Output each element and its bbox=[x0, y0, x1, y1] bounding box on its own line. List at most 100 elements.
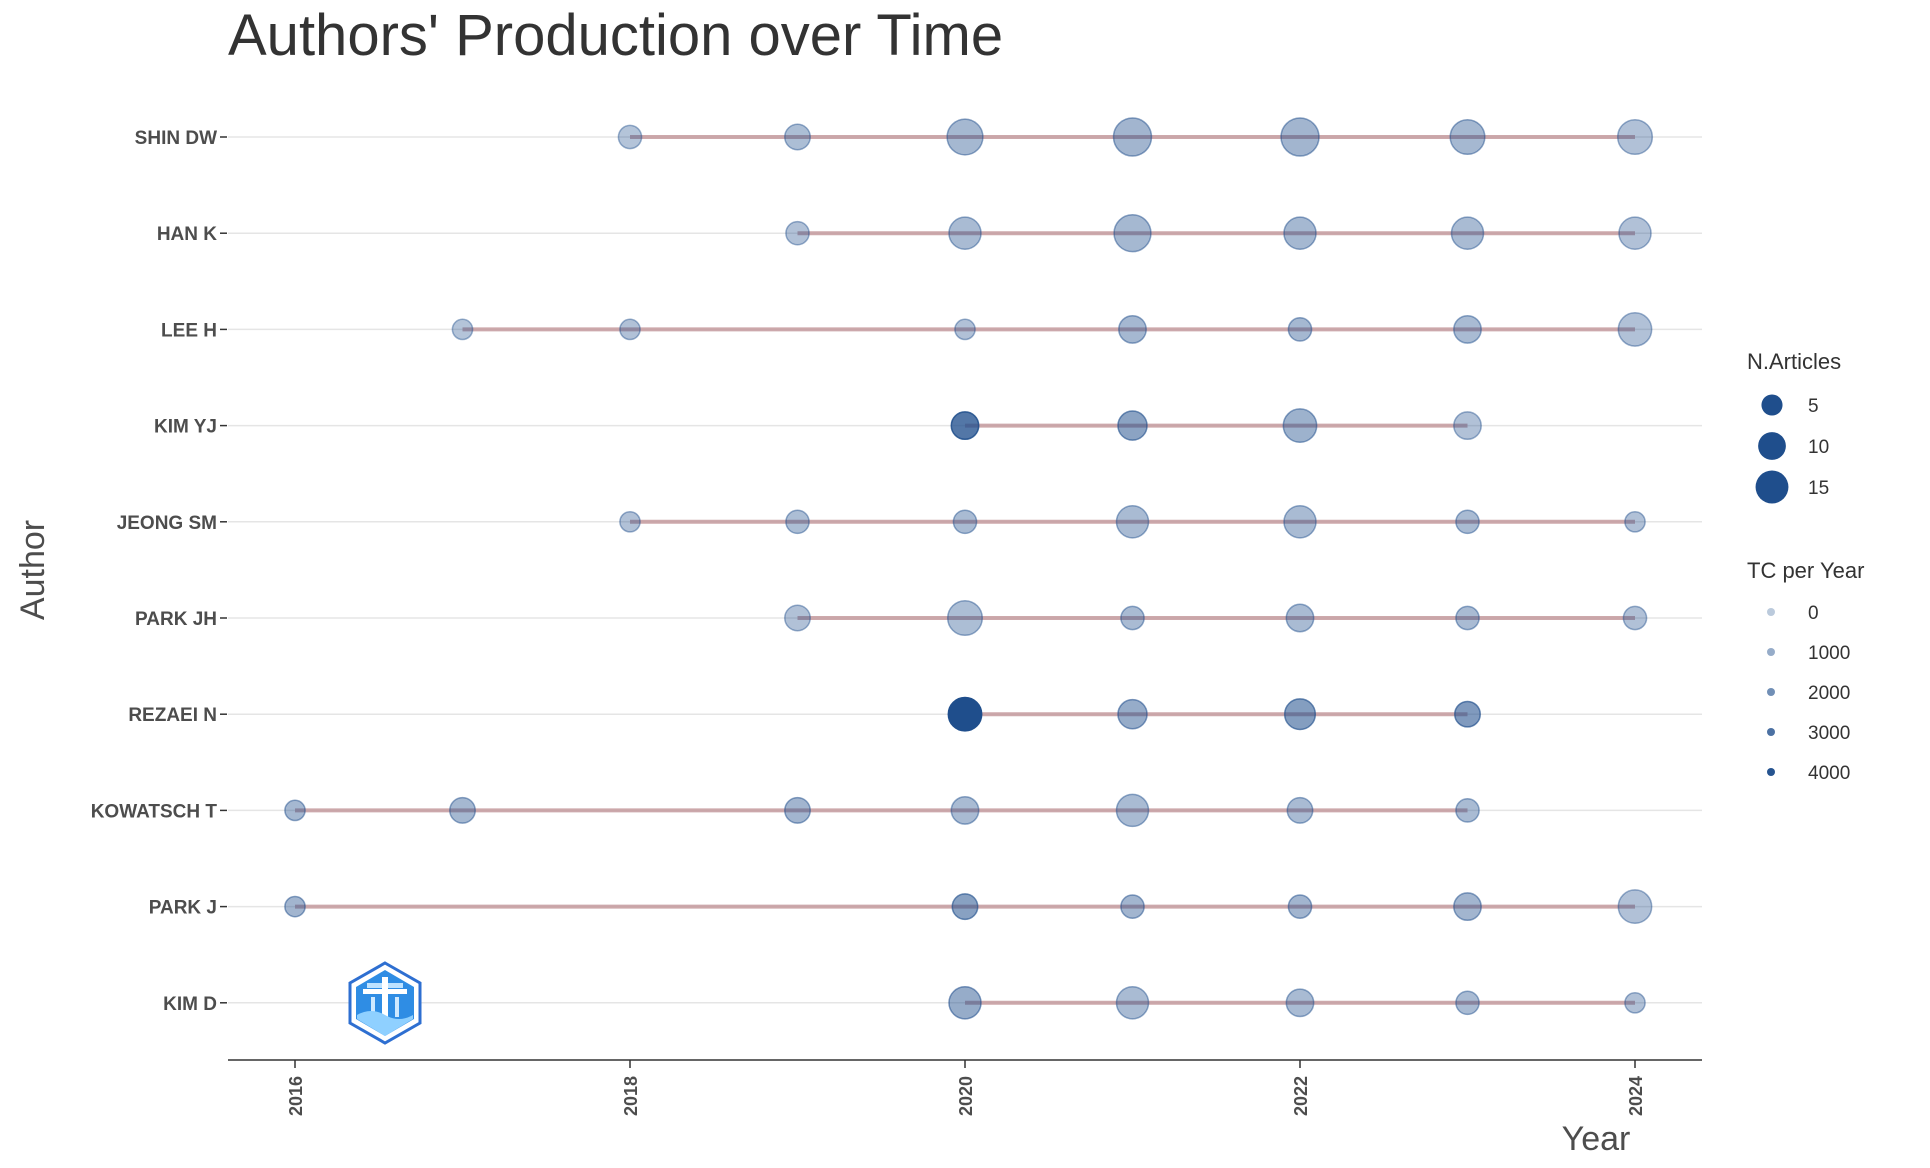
legend-tc-title: TC per Year bbox=[1747, 558, 1864, 583]
x-tick-label: 2020 bbox=[956, 1076, 976, 1116]
y-tick-label: HAN K bbox=[157, 224, 217, 245]
data-point bbox=[1120, 605, 1145, 631]
data-point bbox=[284, 895, 306, 918]
data-point bbox=[946, 118, 984, 156]
data-point bbox=[951, 893, 979, 921]
data-point bbox=[1286, 796, 1314, 824]
legend-size-key bbox=[1758, 432, 1786, 460]
axes bbox=[220, 136, 1702, 1068]
data-point bbox=[451, 318, 474, 341]
legend-tc-key bbox=[1767, 688, 1775, 696]
legend-size: N.Articles 5 10 15 bbox=[1747, 349, 1841, 504]
y-tick-label: JEONG SM bbox=[117, 513, 217, 534]
data-point bbox=[1285, 988, 1315, 1018]
data-point bbox=[950, 795, 980, 825]
data-point bbox=[1112, 117, 1153, 157]
y-tick-label: LEE H bbox=[161, 320, 217, 341]
data-point bbox=[1455, 509, 1480, 535]
data-point bbox=[785, 509, 810, 535]
data-point bbox=[1455, 990, 1480, 1016]
y-tick-label: PARK J bbox=[149, 898, 217, 919]
legend-size-label: 5 bbox=[1808, 396, 1819, 417]
data-point bbox=[1117, 410, 1148, 441]
y-tick-label: PARK JH bbox=[135, 609, 217, 630]
data-point bbox=[952, 509, 978, 535]
data-point bbox=[948, 216, 982, 250]
data-point bbox=[1453, 314, 1482, 344]
legend-tc-label: 3000 bbox=[1808, 723, 1850, 744]
data-point bbox=[284, 799, 306, 822]
legend-tc-per-year: TC per Year 0 1000 2000 3000 4000 bbox=[1747, 558, 1864, 784]
data-point bbox=[619, 318, 641, 341]
data-point bbox=[1617, 889, 1653, 925]
data-point bbox=[1449, 118, 1486, 156]
y-tick-label: REZAEI N bbox=[128, 705, 217, 726]
data-point bbox=[1454, 700, 1481, 728]
data-point bbox=[1117, 698, 1148, 730]
x-axis-title: Year bbox=[1562, 1120, 1631, 1158]
x-tick-label: 2016 bbox=[286, 1076, 306, 1116]
data-point bbox=[1113, 214, 1152, 253]
data-point bbox=[1450, 216, 1485, 250]
data-point bbox=[1455, 605, 1480, 631]
chart-title: Authors' Production over Time bbox=[228, 3, 1003, 68]
y-axis-title: Author bbox=[14, 520, 52, 620]
legend-size-label: 15 bbox=[1808, 478, 1829, 499]
data-point bbox=[1115, 505, 1150, 539]
data-point bbox=[1115, 986, 1150, 1020]
legend-tc-key bbox=[1767, 608, 1775, 616]
data-point bbox=[1285, 603, 1315, 633]
x-tick-label: 2022 bbox=[1291, 1076, 1311, 1116]
data-point bbox=[946, 599, 984, 637]
legend-size-key bbox=[1761, 394, 1783, 416]
data-point bbox=[1287, 894, 1313, 919]
legend-size-title: N.Articles bbox=[1747, 349, 1841, 374]
data-point bbox=[1618, 216, 1652, 250]
hexagon-tower-logo-icon bbox=[348, 961, 422, 1045]
data-point bbox=[784, 604, 811, 632]
y-tick-label: KIM D bbox=[163, 994, 217, 1015]
legend-tc-key bbox=[1767, 728, 1775, 736]
data-point bbox=[619, 510, 641, 533]
data-points bbox=[284, 117, 1654, 1020]
data-point bbox=[1283, 698, 1317, 731]
data-point bbox=[1115, 793, 1150, 828]
legend-tc-label: 1000 bbox=[1808, 643, 1850, 664]
data-point bbox=[617, 124, 643, 150]
data-point bbox=[1280, 117, 1320, 157]
data-point bbox=[1453, 411, 1482, 441]
x-tick-label: 2018 bbox=[621, 1076, 641, 1116]
data-point bbox=[784, 123, 811, 151]
y-tick-label: KIM YJ bbox=[154, 417, 217, 438]
data-point bbox=[1622, 605, 1648, 631]
legend-tc-label: 4000 bbox=[1808, 763, 1850, 784]
data-point bbox=[1118, 314, 1147, 344]
legend-size-label: 10 bbox=[1808, 437, 1829, 458]
data-point bbox=[954, 318, 976, 341]
y-tick-label: SHIN DW bbox=[135, 128, 217, 149]
data-point bbox=[1455, 798, 1480, 823]
data-point bbox=[1624, 510, 1646, 533]
data-point bbox=[947, 696, 983, 732]
y-tick-labels: SHIN DW HAN K LEE H KIM YJ JEONG SM PARK JH RE… bbox=[91, 128, 218, 1015]
legend-tc-label: 2000 bbox=[1808, 683, 1850, 704]
legend-tc-key bbox=[1767, 648, 1775, 656]
data-point bbox=[1453, 892, 1482, 922]
data-point bbox=[1616, 118, 1654, 156]
data-point bbox=[950, 411, 980, 441]
data-point bbox=[1282, 408, 1318, 444]
legend-tc-label: 0 bbox=[1808, 603, 1819, 624]
data-point bbox=[1617, 311, 1653, 347]
data-point bbox=[1624, 991, 1646, 1014]
x-tick-labels: 2016 2018 2020 2022 2024 bbox=[286, 1076, 1646, 1116]
data-point bbox=[784, 796, 811, 824]
data-point bbox=[449, 796, 476, 824]
x-tick-label: 2024 bbox=[1626, 1076, 1646, 1116]
data-point bbox=[948, 986, 982, 1020]
legend-tc-key bbox=[1767, 768, 1775, 776]
data-point bbox=[1283, 505, 1317, 539]
y-tick-label: KOWATSCH T bbox=[91, 801, 218, 822]
data-point bbox=[785, 220, 810, 246]
